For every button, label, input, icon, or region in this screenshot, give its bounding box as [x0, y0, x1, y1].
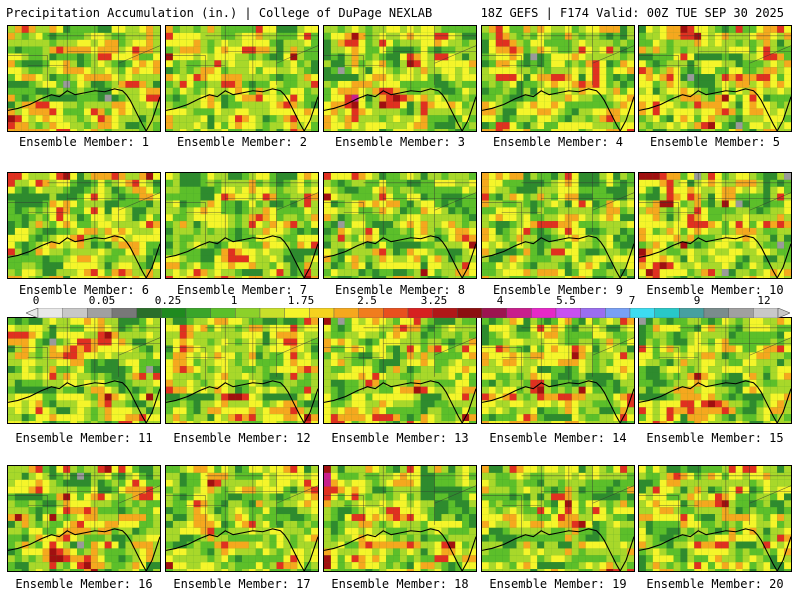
ensemble-member-map [7, 317, 161, 424]
model-run-info: 18Z GEFS | F174 Valid: 00Z TUE SEP 30 20… [480, 6, 784, 20]
ensemble-member-label: Ensemble Member: 1 [18, 135, 150, 149]
ensemble-member-map [323, 465, 477, 572]
colorbar [26, 308, 790, 318]
ensemble-member-map [323, 317, 477, 424]
ensemble-member-map [165, 172, 319, 279]
ensemble-member-label: Ensemble Member: 17 [173, 577, 311, 591]
colorbar-tick-label: 9 [693, 294, 701, 307]
ensemble-member-label: Ensemble Member: 18 [331, 577, 469, 591]
colorbar-tick-label: 5.5 [556, 294, 576, 307]
ensemble-member-label: Ensemble Member: 9 [492, 283, 624, 297]
colorbar-tick-label: 2.5 [357, 294, 377, 307]
ensemble-member-label: Ensemble Member: 4 [492, 135, 624, 149]
colorbar-tick-label: 3.25 [420, 294, 448, 307]
ensemble-member-label: Ensemble Member: 20 [646, 577, 784, 591]
ensemble-member-map [638, 172, 792, 279]
ensemble-member-map [638, 465, 792, 572]
ensemble-member-label: Ensemble Member: 3 [334, 135, 466, 149]
colorbar-tick-label: 1 [230, 294, 238, 307]
ensemble-member-label: Ensemble Member: 15 [646, 431, 784, 445]
ensemble-member-label: Ensemble Member: 7 [176, 283, 308, 297]
ensemble-member-label: Ensemble Member: 10 [646, 283, 784, 297]
colorbar-tick-label: 12 [757, 294, 771, 307]
ensemble-member-map [165, 465, 319, 572]
ensemble-member-label: Ensemble Member: 16 [15, 577, 153, 591]
ensemble-member-label: Ensemble Member: 8 [334, 283, 466, 297]
colorbar-tick-label: 0 [32, 294, 40, 307]
colorbar-tick-label: 0.05 [88, 294, 116, 307]
ensemble-member-map [323, 172, 477, 279]
ensemble-member-label: Ensemble Member: 2 [176, 135, 308, 149]
ensemble-member-map [638, 317, 792, 424]
ensemble-member-map [323, 25, 477, 132]
ensemble-member-label: Ensemble Member: 13 [331, 431, 469, 445]
ensemble-member-label: Ensemble Member: 19 [489, 577, 627, 591]
colorbar-tick-label: 4 [496, 294, 504, 307]
ensemble-member-label: Ensemble Member: 12 [173, 431, 311, 445]
ensemble-member-map [7, 172, 161, 279]
ensemble-member-map [481, 465, 635, 572]
colorbar-tick-label: 1.75 [287, 294, 315, 307]
ensemble-member-map [7, 465, 161, 572]
ensemble-member-map [165, 25, 319, 132]
ensemble-member-label: Ensemble Member: 5 [649, 135, 781, 149]
ensemble-member-label: Ensemble Member: 14 [489, 431, 627, 445]
ensemble-member-map [638, 25, 792, 132]
ensemble-member-map [165, 317, 319, 424]
colorbar-tick-label: 7 [628, 294, 636, 307]
ensemble-member-map [481, 25, 635, 132]
ensemble-member-map [481, 317, 635, 424]
colorbar-tick-label: 0.25 [154, 294, 182, 307]
product-title: Precipitation Accumulation (in.) | Colle… [6, 6, 433, 20]
ensemble-member-map [481, 172, 635, 279]
ensemble-member-label: Ensemble Member: 11 [15, 431, 153, 445]
ensemble-member-map [7, 25, 161, 132]
ensemble-member-label: Ensemble Member: 6 [18, 283, 150, 297]
